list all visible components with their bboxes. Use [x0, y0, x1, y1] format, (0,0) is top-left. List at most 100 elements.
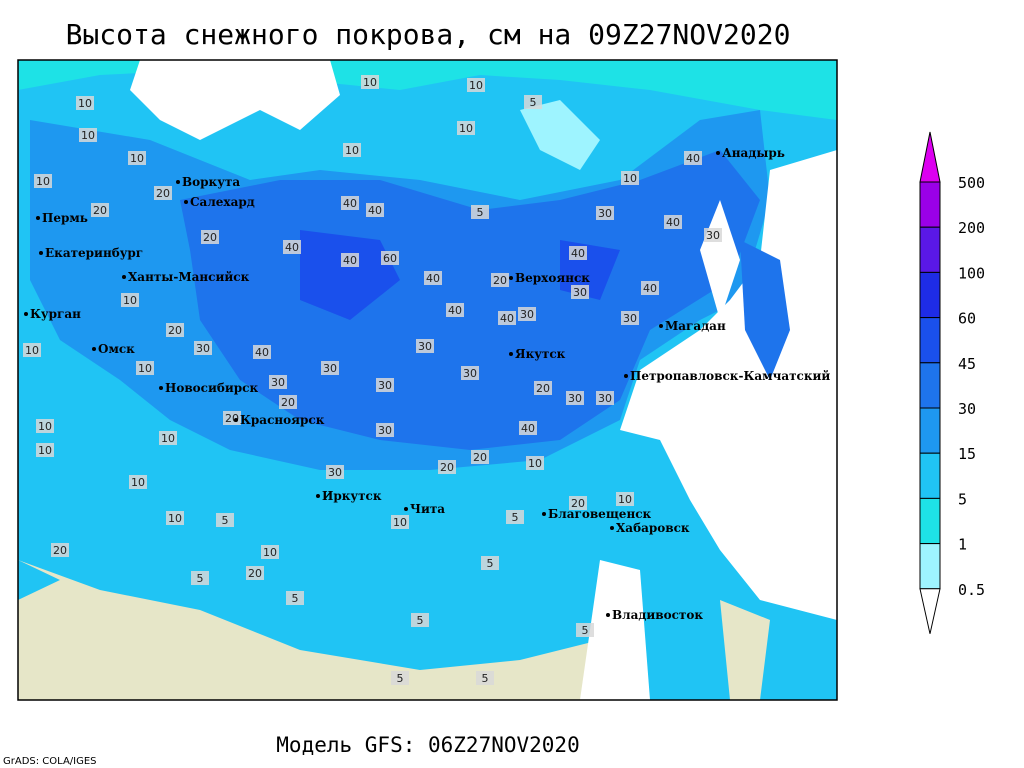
city-label: Омск: [98, 342, 135, 356]
contour-label-box: [381, 251, 399, 265]
contour-label: 30: [520, 308, 534, 321]
ocean: [620, 150, 837, 620]
city-label: Магадан: [665, 319, 726, 333]
credit: GrADS: COLA/IGES: [3, 756, 97, 767]
contour-label-box: [269, 375, 287, 389]
city-dot: [184, 200, 188, 204]
contour-label-box: [194, 341, 212, 355]
contour-label: 5: [512, 511, 519, 524]
city-dot: [159, 386, 163, 390]
kamchatka: [740, 240, 790, 380]
contour-label-box: [283, 240, 301, 254]
contour-label-box: [201, 230, 219, 244]
city-label: Владивосток: [612, 608, 703, 622]
contour-label-box: [246, 566, 264, 580]
contour-label-box: [526, 456, 544, 470]
contour-label: 20: [281, 396, 295, 409]
contour-label: 30: [598, 207, 612, 220]
colorbar-label: 30: [958, 400, 976, 418]
contour-label: 40: [643, 282, 657, 295]
contour-label-box: [438, 460, 456, 474]
city-dot: [606, 613, 610, 617]
colorbar-swatch: [919, 452, 941, 499]
contour-label: 30: [623, 312, 637, 325]
contour-label-box: [476, 671, 494, 685]
contour-label-box: [159, 431, 177, 445]
contour-label: 10: [130, 152, 144, 165]
city-dot: [404, 507, 408, 511]
contour-label-box: [596, 206, 614, 220]
contour-label-box: [36, 443, 54, 457]
contour-label: 30: [706, 229, 720, 242]
contour-label-box: [376, 423, 394, 437]
contour-label: 5: [222, 514, 229, 527]
contour-label-box: [261, 545, 279, 559]
colorbar-swatch: [919, 226, 941, 273]
city-label: Новосибирск: [165, 381, 258, 395]
contour-label-box: [534, 381, 552, 395]
colorbar-label: 5: [958, 490, 967, 508]
contour-label-box: [684, 151, 702, 165]
contour-label-box: [471, 450, 489, 464]
contour-label: 5: [530, 96, 537, 109]
contour-label: 10: [623, 172, 637, 185]
contour-label: 20: [493, 274, 507, 287]
snow-deep: [300, 230, 620, 320]
contour-label: 40: [285, 241, 299, 254]
colorbar-label: 1: [958, 536, 967, 554]
contour-label-box: [79, 128, 97, 142]
contour-label: 5: [487, 557, 494, 570]
contour-label-box: [424, 271, 442, 285]
city-label: Хабаровск: [616, 521, 690, 535]
contour-label-box: [366, 203, 384, 217]
contour-label-box: [569, 246, 587, 260]
city-label: Петропавловск-Камчатский: [630, 369, 830, 383]
city-label: Верхоянск: [515, 271, 590, 285]
colorbar-swatch: [919, 362, 941, 409]
contour-label-box: [166, 323, 184, 337]
contour-label-box: [51, 543, 69, 557]
contour-label: 10: [459, 122, 473, 135]
contour-label: 30: [271, 376, 285, 389]
colorbar-label: 0.5: [958, 581, 985, 599]
contour-label-box: [518, 307, 536, 321]
contour-label: 40: [571, 247, 585, 260]
contour-label: 5: [582, 624, 589, 637]
contour-label-box: [36, 419, 54, 433]
contour-label: 30: [323, 362, 337, 375]
city-dot: [92, 347, 96, 351]
colorbar-label: 60: [958, 310, 976, 328]
contour-label-box: [343, 143, 361, 157]
contour-label-box: [411, 613, 429, 627]
colorbar-label: 15: [958, 445, 976, 463]
snow-light: [18, 60, 837, 120]
contour-label: 10: [263, 546, 277, 559]
city-dot: [234, 418, 238, 422]
contour-label-box: [461, 366, 479, 380]
contour-label: 10: [363, 76, 377, 89]
contour-label: 10: [38, 444, 52, 457]
contour-label: 20: [248, 567, 262, 580]
city-label: Иркутск: [322, 489, 382, 503]
contour-label: 20: [473, 451, 487, 464]
contour-label-box: [191, 571, 209, 585]
contour-label: 10: [168, 512, 182, 525]
contour-label: 60: [383, 252, 397, 265]
contour-label: 30: [196, 342, 210, 355]
contour-label: 30: [598, 392, 612, 405]
city-dot: [509, 352, 513, 356]
city-dot: [39, 251, 43, 255]
city-dot: [316, 494, 320, 498]
contour-label: 30: [328, 466, 342, 479]
contour-label: 30: [573, 286, 587, 299]
contour-label-box: [34, 174, 52, 188]
colorbar-swatch: [919, 271, 941, 319]
contour-label-box: [519, 421, 537, 435]
city-dot: [542, 512, 546, 516]
city-dot: [716, 151, 720, 155]
contour-label-box: [524, 95, 542, 109]
contour-label-box: [471, 205, 489, 219]
contour-label-box: [616, 492, 634, 506]
contour-label: 10: [618, 493, 632, 506]
